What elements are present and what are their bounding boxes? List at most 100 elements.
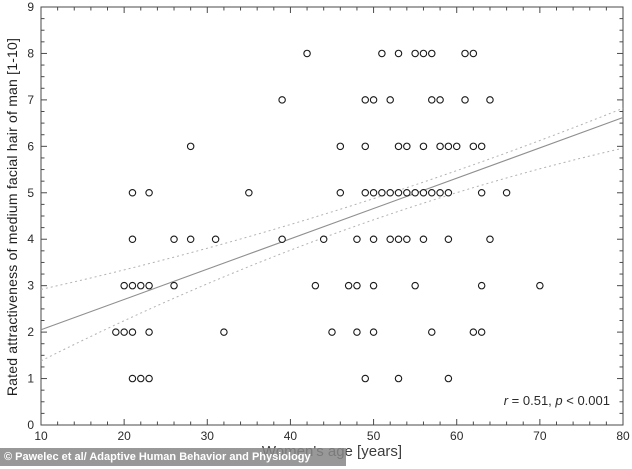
data-point xyxy=(361,96,370,104)
data-point xyxy=(211,235,220,243)
p-value: < 0.001 xyxy=(562,393,610,408)
data-point xyxy=(361,374,370,383)
data-point xyxy=(419,49,428,58)
x-tick-label: 40 xyxy=(284,429,298,443)
watermark-credit: © Pawelec et al/ Adaptive Human Behavior… xyxy=(0,448,346,466)
data-point xyxy=(353,235,361,243)
y-tick-label: 7 xyxy=(27,93,34,107)
data-point xyxy=(394,49,403,58)
data-point xyxy=(353,328,361,336)
data-point xyxy=(444,235,453,243)
data-point xyxy=(403,142,411,151)
regression-line xyxy=(40,117,624,331)
data-point xyxy=(477,328,486,336)
data-point xyxy=(428,328,436,336)
data-point xyxy=(361,189,370,197)
data-point xyxy=(444,189,453,197)
data-point xyxy=(186,235,195,243)
data-point xyxy=(137,281,145,290)
data-point xyxy=(128,281,137,290)
data-point xyxy=(303,49,311,58)
data-point xyxy=(361,142,370,151)
data-point xyxy=(128,235,137,243)
data-point xyxy=(452,142,461,151)
data-point xyxy=(419,189,428,197)
data-point xyxy=(378,49,386,58)
data-point xyxy=(170,281,178,290)
data-point xyxy=(220,328,228,336)
y-tick-label: 4 xyxy=(27,232,34,246)
x-tick-label: 10 xyxy=(34,429,48,443)
data-point xyxy=(369,189,378,197)
data-point xyxy=(128,374,137,383)
data-point xyxy=(461,96,469,104)
data-point xyxy=(186,142,195,151)
data-point xyxy=(369,281,378,290)
data-point xyxy=(369,328,378,336)
y-axis-label: Rated attractiveness of medium facial ha… xyxy=(4,37,20,397)
data-point xyxy=(369,96,378,104)
y-tick-label: 3 xyxy=(27,279,34,293)
data-point xyxy=(419,142,428,151)
data-point xyxy=(112,328,120,336)
y-tick-label: 6 xyxy=(27,139,34,153)
data-point xyxy=(120,281,128,290)
x-tick-label: 30 xyxy=(201,429,215,443)
data-point xyxy=(378,189,386,197)
data-point xyxy=(386,189,394,197)
data-point xyxy=(411,49,419,58)
data-point xyxy=(386,235,394,243)
data-point xyxy=(145,328,153,336)
data-point xyxy=(469,328,478,336)
data-point xyxy=(394,142,403,151)
y-tick-label: 2 xyxy=(27,325,34,339)
data-point xyxy=(394,189,403,197)
r-symbol: r xyxy=(503,393,509,408)
data-point xyxy=(428,189,436,197)
data-point xyxy=(469,49,478,58)
data-point xyxy=(428,49,436,58)
data-point xyxy=(278,235,286,243)
data-point xyxy=(128,328,137,336)
data-point xyxy=(170,235,178,243)
data-point xyxy=(502,189,511,197)
data-point xyxy=(403,189,411,197)
data-point xyxy=(444,374,453,383)
data-point xyxy=(328,328,336,336)
data-point xyxy=(245,189,253,197)
data-point xyxy=(394,235,403,243)
data-point xyxy=(394,374,403,383)
r-value: = 0.51, xyxy=(508,393,556,408)
data-point xyxy=(344,281,353,290)
p-symbol: p xyxy=(555,393,563,408)
data-point xyxy=(369,235,378,243)
data-point xyxy=(145,281,153,290)
data-point xyxy=(128,189,137,197)
data-point xyxy=(411,281,419,290)
plot-frame xyxy=(40,6,624,426)
data-point xyxy=(461,49,469,58)
data-point xyxy=(120,328,128,336)
data-point xyxy=(353,281,361,290)
data-point xyxy=(477,142,486,151)
x-tick-label: 20 xyxy=(117,429,131,443)
data-point xyxy=(336,189,345,197)
data-point xyxy=(311,281,320,290)
data-point xyxy=(278,96,286,104)
data-point xyxy=(444,142,453,151)
data-point xyxy=(469,142,478,151)
data-point xyxy=(486,235,494,243)
data-point xyxy=(145,374,153,383)
data-point xyxy=(436,189,444,197)
data-point xyxy=(436,96,444,104)
x-tick-label: 80 xyxy=(616,429,630,443)
data-point xyxy=(436,142,444,151)
lower-confidence-band xyxy=(40,147,624,362)
x-tick-label: 50 xyxy=(367,429,381,443)
y-tick-label: 8 xyxy=(27,46,34,60)
data-point xyxy=(319,235,328,243)
data-point xyxy=(477,189,486,197)
data-point xyxy=(477,281,486,290)
